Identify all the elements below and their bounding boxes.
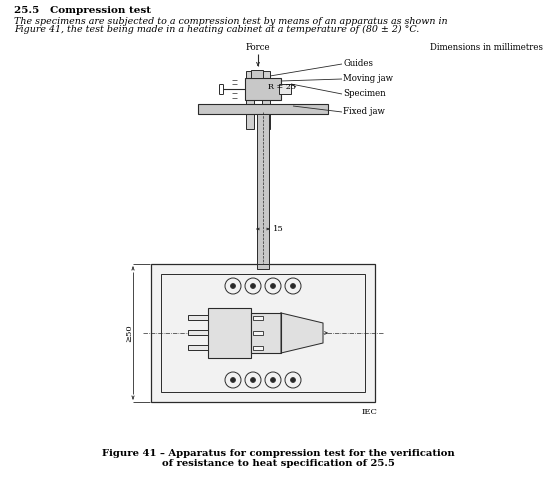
Circle shape xyxy=(251,377,256,382)
Text: Specimen: Specimen xyxy=(343,89,386,98)
Bar xyxy=(257,264,269,269)
Text: ≥50: ≥50 xyxy=(125,324,133,342)
Circle shape xyxy=(271,377,276,382)
Text: Moving jaw: Moving jaw xyxy=(343,75,393,83)
Polygon shape xyxy=(281,313,323,353)
Bar xyxy=(251,313,281,353)
Circle shape xyxy=(285,278,301,294)
Circle shape xyxy=(245,278,261,294)
Circle shape xyxy=(231,377,236,382)
Text: Fixed jaw: Fixed jaw xyxy=(343,108,385,117)
Bar xyxy=(279,84,291,94)
Text: of resistance to heat specification of 25.5: of resistance to heat specification of 2… xyxy=(162,459,394,468)
Bar xyxy=(151,264,375,402)
Circle shape xyxy=(225,278,241,294)
Text: Force: Force xyxy=(246,43,270,52)
Bar xyxy=(188,345,208,350)
Bar xyxy=(251,70,263,78)
Circle shape xyxy=(231,284,236,288)
Circle shape xyxy=(271,284,276,288)
Circle shape xyxy=(265,372,281,388)
Bar xyxy=(188,315,208,320)
Bar xyxy=(161,274,365,392)
Text: Figure 41, the test being made in a heating cabinet at a temperature of (80 ± 2): Figure 41, the test being made in a heat… xyxy=(14,25,419,34)
Text: The specimens are subjected to a compression test by means of an apparatus as sh: The specimens are subjected to a compres… xyxy=(14,17,448,26)
Circle shape xyxy=(249,82,251,84)
Bar xyxy=(253,331,263,335)
Text: Dimensions in millimetres: Dimensions in millimetres xyxy=(430,43,543,52)
Bar xyxy=(257,114,269,264)
Text: 25.5   Compression test: 25.5 Compression test xyxy=(14,6,151,15)
Bar xyxy=(253,316,263,320)
Text: 15: 15 xyxy=(273,225,284,233)
Bar xyxy=(198,104,328,114)
Circle shape xyxy=(245,372,261,388)
Circle shape xyxy=(290,284,295,288)
Bar xyxy=(188,330,208,335)
Text: Guides: Guides xyxy=(343,59,373,69)
Text: IEC: IEC xyxy=(361,408,377,416)
Circle shape xyxy=(265,278,281,294)
Bar xyxy=(262,71,270,129)
Text: Figure 41 – Apparatus for compression test for the verification: Figure 41 – Apparatus for compression te… xyxy=(102,449,454,458)
Bar xyxy=(246,71,254,129)
Circle shape xyxy=(249,93,251,96)
Circle shape xyxy=(251,284,256,288)
Bar xyxy=(253,346,263,350)
Circle shape xyxy=(225,372,241,388)
Circle shape xyxy=(290,377,295,382)
Bar xyxy=(245,78,281,100)
Text: R = 25: R = 25 xyxy=(268,83,296,91)
Circle shape xyxy=(285,372,301,388)
Bar xyxy=(208,308,251,358)
